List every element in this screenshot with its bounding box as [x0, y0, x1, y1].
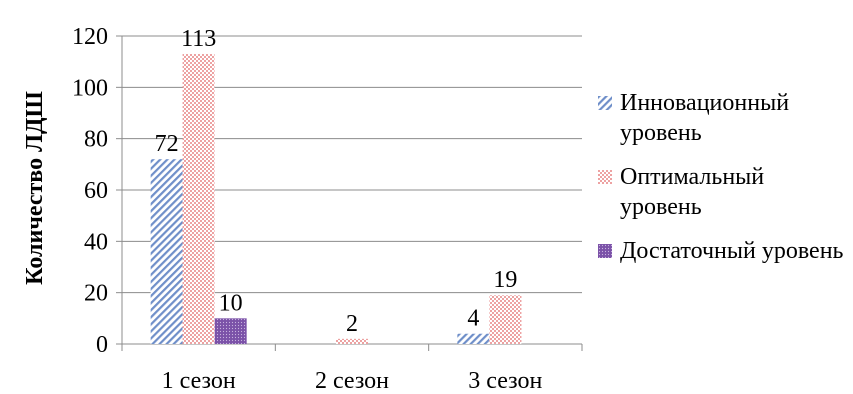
legend-label-series-2: Достаточный уровень	[620, 238, 844, 264]
bar-1-0	[182, 53, 215, 344]
y-tick-label-6: 120	[72, 24, 108, 50]
legend-label-series-0: Инновационный уровень	[620, 90, 790, 146]
y-tick-label-5: 100	[72, 75, 108, 101]
bar-2-0	[214, 318, 247, 344]
legend-item-series-0: Инновационный уровень	[598, 88, 850, 148]
y-axis-title: Количество ЛДШ	[22, 91, 48, 285]
bar-1-2	[489, 295, 522, 344]
legend-swatch-series-0	[598, 96, 612, 110]
x-tick-label-0: 1 сезон	[162, 368, 236, 394]
data-label-2-0: 10	[219, 290, 243, 316]
y-tick-label-1: 20	[84, 281, 108, 307]
data-label-1-2: 19	[493, 267, 517, 293]
y-tick-label-3: 60	[84, 178, 108, 204]
data-label-1-0: 113	[181, 26, 216, 52]
legend-label-series-1: Оптимальный уровень	[620, 164, 765, 220]
bar-0-0	[150, 159, 183, 344]
y-tick-label-4: 80	[84, 127, 108, 153]
data-label-0-2: 4	[467, 306, 479, 332]
legend-swatch-series-2	[598, 244, 612, 258]
x-tick-label-2: 3 сезон	[468, 368, 542, 394]
legend: Инновационный уровень Оптимальный уровен…	[598, 88, 850, 280]
data-label-1-1: 2	[346, 311, 358, 337]
legend-swatch-series-1	[598, 170, 612, 184]
labels: 0 20 40 60 80 100 120 72 113 10 1 сезон 2 2 сезон 4 19…	[72, 24, 543, 394]
y-tick-label-2: 40	[84, 229, 108, 255]
legend-item-series-2: Достаточный уровень	[598, 236, 850, 266]
x-tick-label-1: 2 сезон	[315, 368, 389, 394]
y-tick-label-0: 0	[96, 332, 108, 358]
bar-0-2	[457, 333, 490, 344]
legend-item-series-1: Оптимальный уровень	[598, 162, 850, 222]
data-label-0-0: 72	[155, 131, 179, 157]
bar-1-1	[336, 338, 368, 344]
bars	[150, 53, 522, 344]
